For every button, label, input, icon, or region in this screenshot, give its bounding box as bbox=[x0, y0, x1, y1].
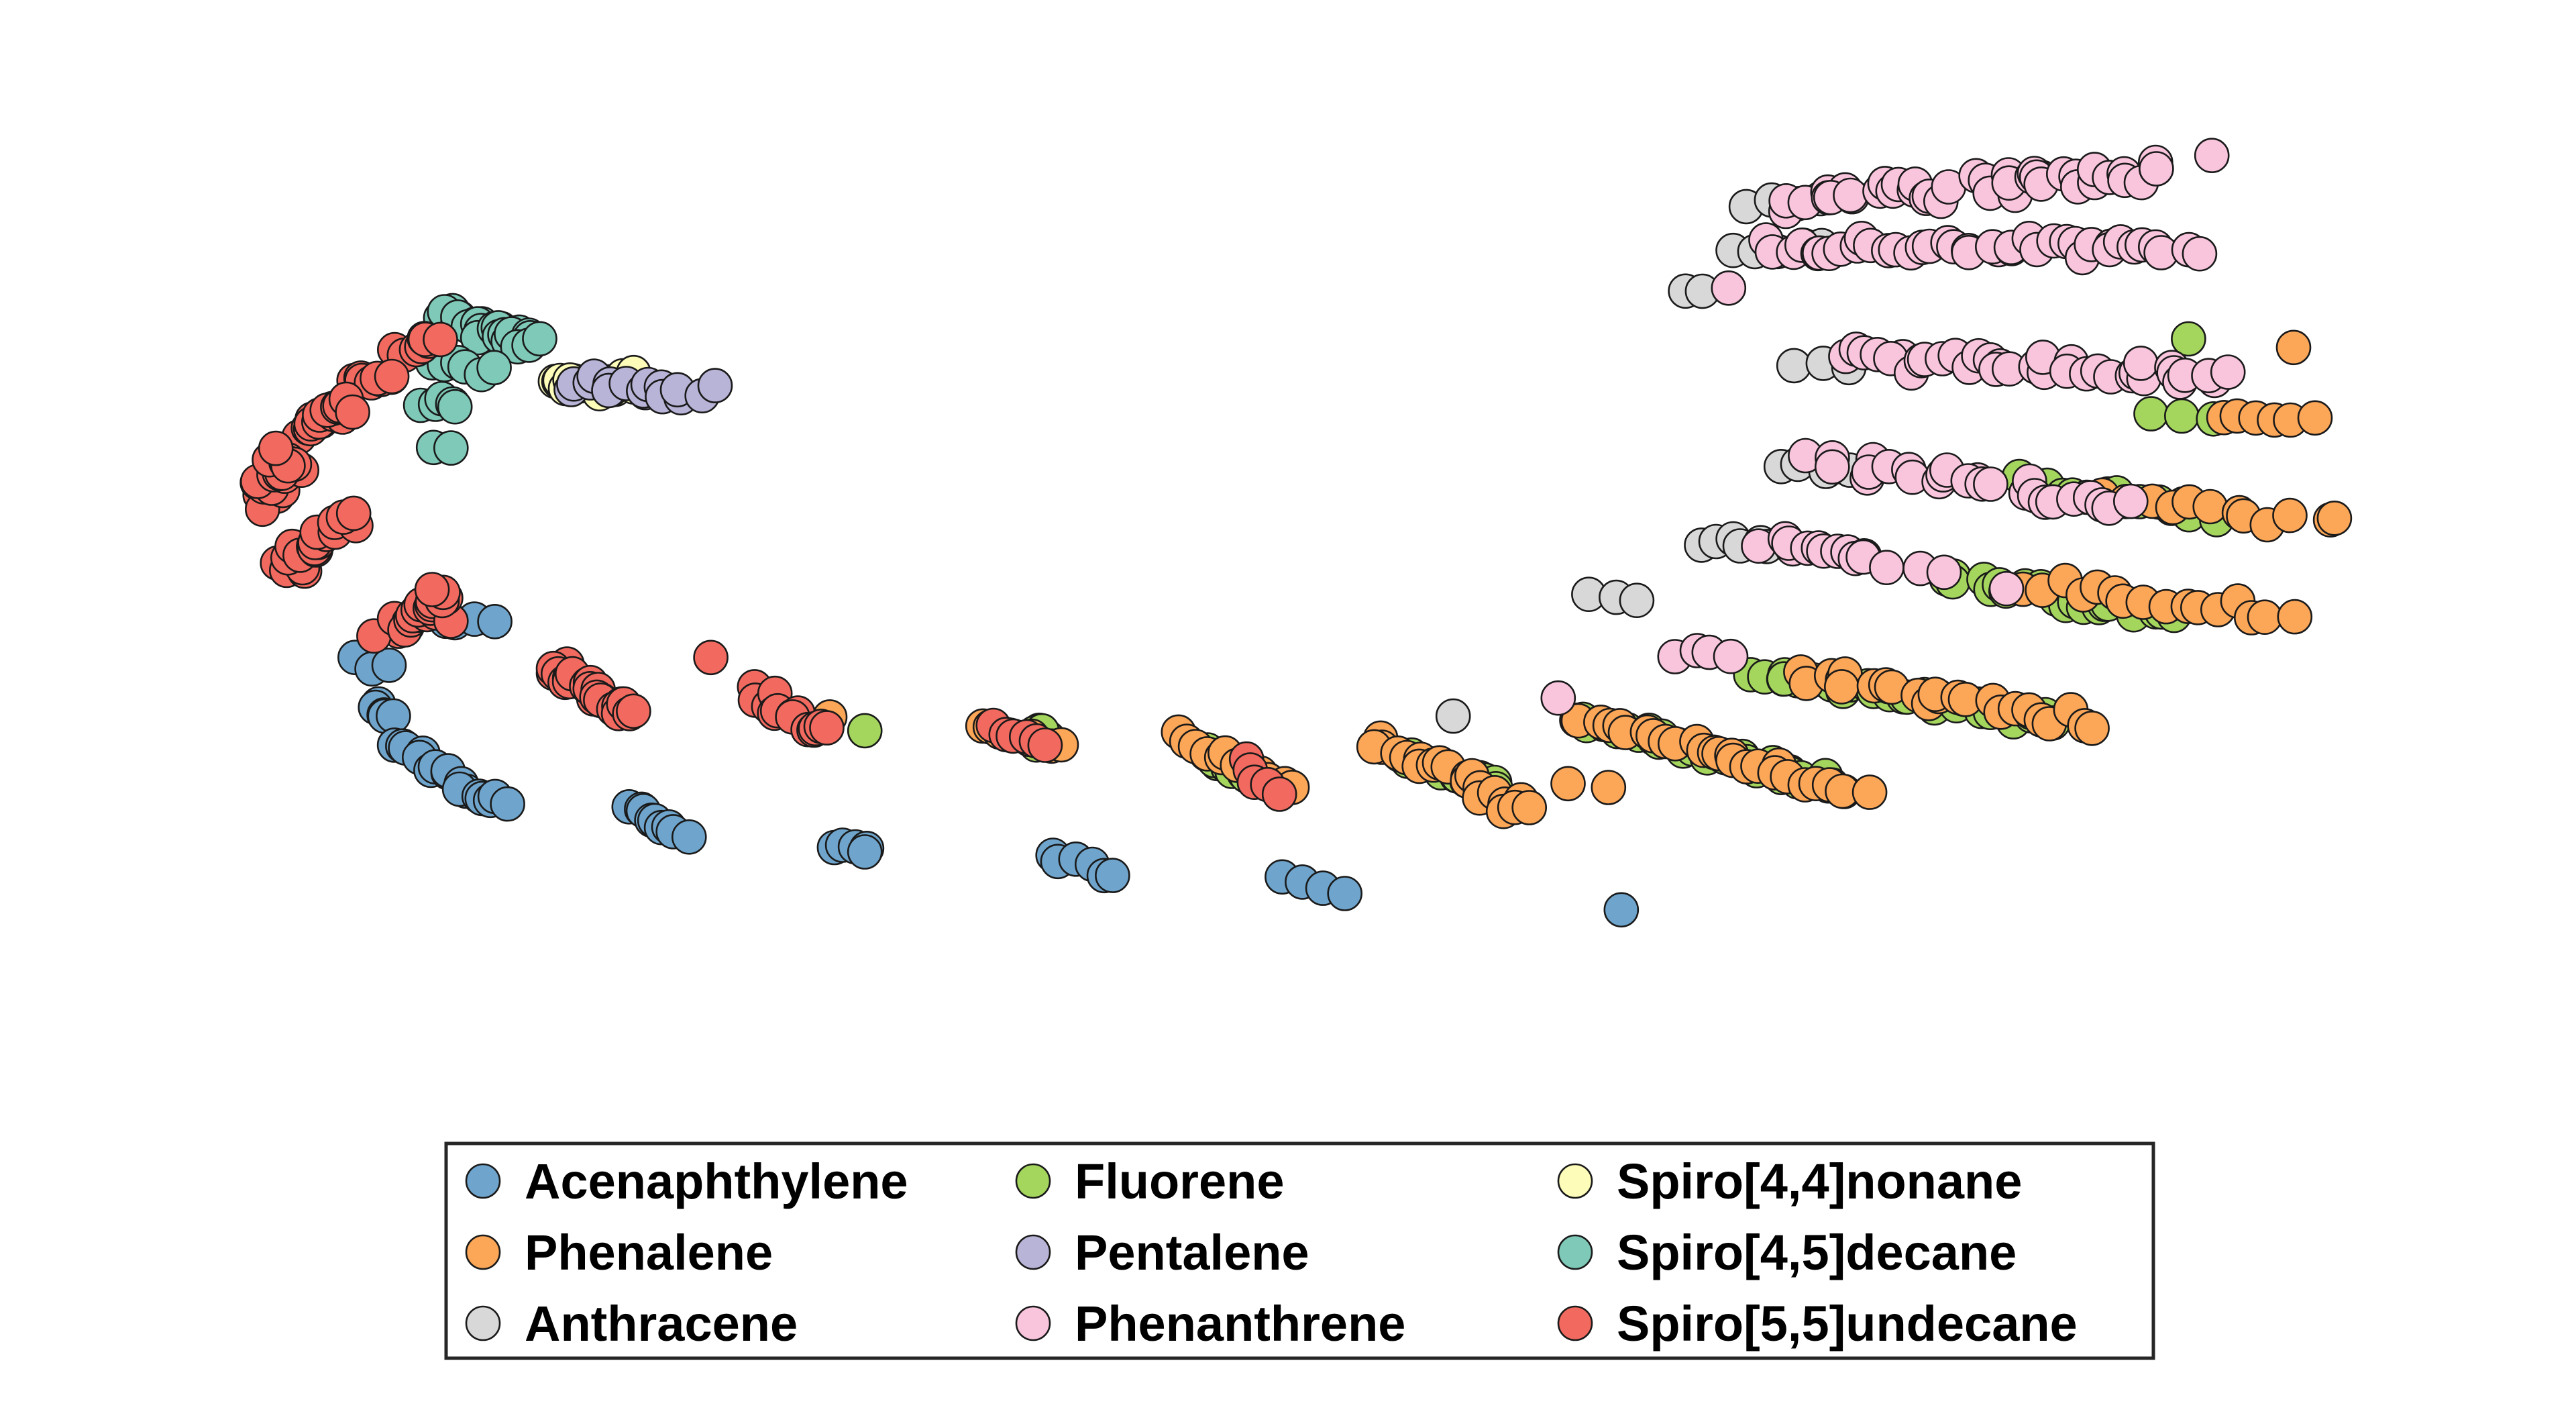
data-point bbox=[2210, 354, 2246, 390]
data-point bbox=[2194, 138, 2230, 173]
scatter-points bbox=[239, 138, 2353, 928]
data-point bbox=[1973, 466, 2008, 502]
data-point bbox=[522, 321, 557, 357]
data-point bbox=[1926, 554, 1962, 591]
data-point bbox=[1261, 776, 1297, 812]
data-point bbox=[1550, 766, 1586, 802]
data-point bbox=[847, 834, 883, 870]
data-point bbox=[1327, 876, 1362, 911]
data-point bbox=[1776, 348, 1812, 384]
data-point bbox=[1815, 449, 1850, 485]
data-point bbox=[476, 350, 512, 386]
data-point bbox=[1833, 177, 1868, 213]
data-point bbox=[2277, 599, 2313, 635]
data-point bbox=[258, 430, 294, 466]
legend-item: Phenanthrene bbox=[1015, 1296, 1405, 1352]
data-point bbox=[1988, 570, 2025, 607]
legend-entries: Acenaphthylene Fluorene Spiro[4,4]nonane Ph… bbox=[465, 1154, 2078, 1352]
data-point bbox=[414, 572, 450, 607]
data-point bbox=[616, 693, 651, 729]
legend-label: Pentalene bbox=[1075, 1225, 1309, 1280]
legend-frame bbox=[444, 1141, 2155, 1360]
data-point bbox=[809, 710, 845, 746]
data-point bbox=[335, 394, 370, 430]
legend-marker bbox=[1557, 1305, 1593, 1341]
data-point bbox=[2133, 396, 2169, 431]
data-point bbox=[2316, 500, 2353, 536]
legend-label: Phenanthrene bbox=[1075, 1296, 1405, 1352]
data-point bbox=[433, 430, 469, 466]
data-point bbox=[1711, 270, 1747, 306]
data-point bbox=[423, 321, 458, 358]
legend-marker bbox=[1015, 1305, 1051, 1341]
series-acenaphthylene bbox=[337, 601, 1640, 928]
data-point bbox=[2272, 497, 2308, 533]
data-point bbox=[1713, 638, 1749, 674]
data-point bbox=[2164, 398, 2200, 434]
data-point bbox=[1869, 550, 1904, 586]
data-point bbox=[371, 648, 407, 683]
data-point bbox=[2074, 711, 2110, 746]
legend-marker bbox=[1015, 1163, 1051, 1199]
series-phenanthrene bbox=[1540, 138, 2246, 716]
data-point bbox=[1851, 774, 1888, 810]
data-point bbox=[1603, 892, 1640, 928]
data-point bbox=[1511, 790, 1547, 825]
legend-label: Phenalene bbox=[525, 1225, 773, 1280]
data-point bbox=[1619, 582, 1655, 619]
data-point bbox=[2182, 236, 2218, 272]
legend-marker bbox=[465, 1305, 501, 1341]
series-pentalene bbox=[553, 358, 733, 416]
data-point bbox=[437, 389, 473, 425]
data-point bbox=[2247, 599, 2283, 635]
data-point bbox=[1540, 680, 1576, 716]
data-point bbox=[697, 368, 733, 403]
data-point bbox=[2113, 483, 2149, 519]
series-spiro-5-5-undecane bbox=[239, 321, 1297, 812]
data-point bbox=[1095, 858, 1130, 893]
data-point bbox=[335, 495, 372, 531]
data-point bbox=[1435, 698, 1471, 734]
legend-marker bbox=[1557, 1234, 1593, 1270]
legend-label: Anthracene bbox=[525, 1296, 798, 1352]
data-point bbox=[2123, 346, 2159, 381]
series-spiro-4-5-decane bbox=[402, 293, 557, 466]
legend-label: Spiro[5,5]undecane bbox=[1617, 1296, 2078, 1352]
data-point bbox=[477, 603, 513, 640]
legend-label: Spiro[4,4]nonane bbox=[1617, 1154, 2022, 1209]
data-point bbox=[2139, 151, 2174, 187]
legend-label: Acenaphthylene bbox=[525, 1154, 908, 1209]
data-point bbox=[2171, 321, 2206, 357]
legend-marker bbox=[1557, 1163, 1593, 1199]
legend-marker bbox=[1015, 1234, 1051, 1270]
legend-item: Acenaphthylene bbox=[465, 1154, 908, 1209]
data-point bbox=[2297, 400, 2333, 436]
data-point bbox=[1824, 669, 1860, 705]
legend-item: Anthracene bbox=[465, 1296, 798, 1352]
legend-label: Fluorene bbox=[1075, 1154, 1284, 1209]
legend-item: Phenalene bbox=[465, 1225, 773, 1280]
legend-marker bbox=[465, 1163, 501, 1199]
legend: Acenaphthylene Fluorene Spiro[4,4]nonane Ph… bbox=[444, 1141, 2155, 1360]
data-point bbox=[2192, 489, 2228, 525]
data-point bbox=[693, 640, 729, 676]
legend-item: Pentalene bbox=[1015, 1225, 1309, 1280]
legend-item: Fluorene bbox=[1015, 1154, 1284, 1209]
data-point bbox=[490, 786, 525, 822]
legend-marker bbox=[465, 1234, 501, 1270]
legend-label: Spiro[4,5]decane bbox=[1617, 1225, 2017, 1280]
data-point bbox=[672, 819, 707, 855]
legend-item: Spiro[5,5]undecane bbox=[1557, 1296, 2078, 1352]
legend-item: Spiro[4,5]decane bbox=[1557, 1225, 2017, 1280]
data-point bbox=[1591, 770, 1627, 805]
data-point bbox=[847, 713, 883, 749]
data-point bbox=[2275, 329, 2312, 366]
data-point bbox=[1027, 727, 1063, 763]
legend-item: Spiro[4,4]nonane bbox=[1557, 1154, 2022, 1209]
data-point bbox=[374, 358, 410, 395]
